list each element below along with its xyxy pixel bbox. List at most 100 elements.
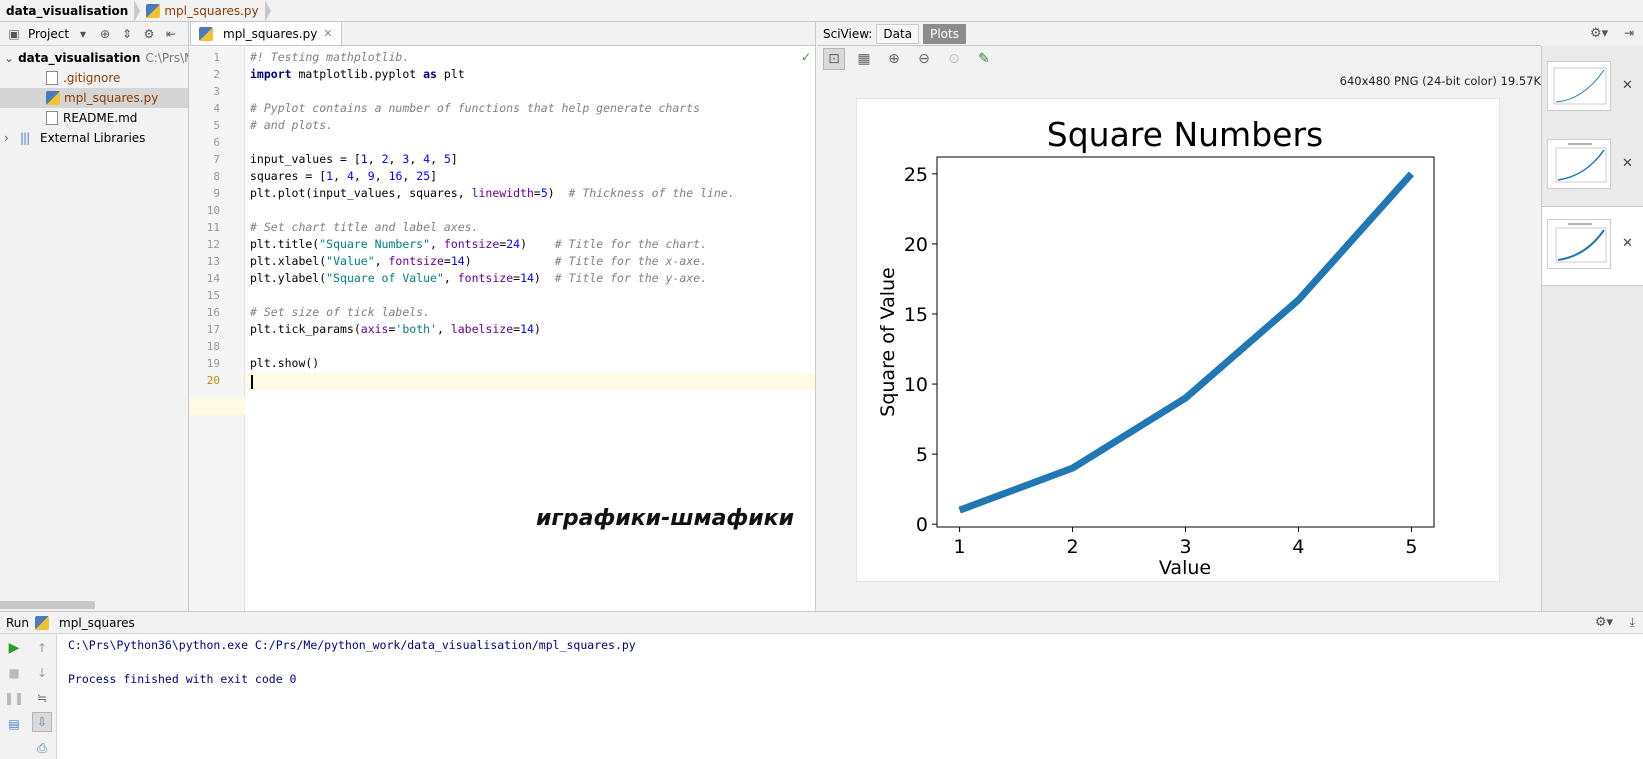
- gear-icon[interactable]: ⚙: [143, 26, 155, 41]
- run-config-tab[interactable]: mpl_squares: [59, 615, 135, 630]
- chevron-down-icon[interactable]: ⌄: [4, 51, 15, 65]
- breadcrumb-file[interactable]: mpl_squares.py: [140, 0, 264, 22]
- code-line: plt.ylabel("Square of Value", fontsize=1…: [250, 271, 708, 285]
- tree-item-readme[interactable]: README.md: [0, 108, 188, 128]
- line-number: 10: [206, 204, 220, 217]
- stop-icon[interactable]: ■: [8, 666, 20, 680]
- scroll-to-end-icon[interactable]: ⇩: [32, 712, 52, 732]
- check-icon: ✓: [800, 50, 811, 64]
- close-icon[interactable]: ✕: [1622, 156, 1633, 171]
- code-editor[interactable]: mpl_squares.py ✕ 1 2 3 4 5 6 7 8 9 10 11…: [190, 21, 816, 611]
- run-toolbar: ▶ ↑ ■ ↓ ❚❚ ≒ ▤ ⇩ ⎙: [0, 634, 57, 759]
- tree-item-label: External Libraries: [40, 131, 146, 145]
- hide-panel-icon[interactable]: ⇥: [1624, 26, 1635, 40]
- line-number: 7: [213, 153, 220, 166]
- tab-mpl-squares[interactable]: mpl_squares.py ✕: [190, 21, 342, 45]
- soft-wrap-icon[interactable]: ≒: [36, 691, 48, 705]
- plot-thumbnails: ✕ ✕ ✕: [1541, 46, 1643, 611]
- line-number: 16: [206, 306, 220, 319]
- code-line: # Set size of tick labels.: [250, 305, 431, 319]
- breadcrumb: data_visualisation mpl_squares.py: [0, 0, 1643, 22]
- current-line-gutter-highlight: [190, 398, 245, 415]
- code-line: plt.title("Square Numbers", fontsize=24)…: [250, 237, 708, 251]
- zoom-in-icon[interactable]: ⊕: [888, 51, 900, 67]
- python-file-icon: [46, 91, 60, 105]
- tab-plots[interactable]: Plots: [923, 23, 966, 44]
- thumbnail-plot-icon: [1555, 143, 1607, 183]
- print-icon[interactable]: ⎙: [37, 740, 47, 755]
- tree-item-root-folder[interactable]: ⌄ data_visualisation C:\Prs\M: [0, 48, 188, 68]
- code-line: input_values = [1, 2, 3, 4, 5]: [250, 152, 458, 166]
- plot-toolbar: ⊡ ▦ ⊕ ⊖ ⊙ ✎: [817, 46, 1541, 72]
- y-tick-label: 15: [904, 304, 928, 326]
- code-line: import matplotlib.pyplot as plt: [250, 67, 465, 81]
- gear-icon[interactable]: ⚙▾: [1590, 26, 1609, 41]
- color-picker-icon[interactable]: ✎: [978, 51, 990, 67]
- line-number: 15: [206, 289, 220, 302]
- plot-thumbnail[interactable]: [1547, 139, 1611, 189]
- close-icon[interactable]: ✕: [323, 27, 333, 40]
- breadcrumb-separator: [264, 0, 271, 22]
- grid-icon[interactable]: ▦: [857, 51, 871, 67]
- python-file-icon: [146, 3, 161, 18]
- line-number: 3: [213, 85, 220, 98]
- text-caret: [251, 375, 253, 389]
- arrow-down-icon[interactable]: ↓: [36, 666, 48, 680]
- gear-icon[interactable]: ⚙▾: [1594, 615, 1613, 630]
- overlay-caption: играфики-шмафики: [536, 506, 795, 531]
- plot-thumbnail[interactable]: [1547, 61, 1611, 111]
- python-file-icon: [199, 26, 213, 41]
- code-line: plt.plot(input_values, squares, linewidt…: [250, 186, 735, 200]
- tree-item-mpl-squares[interactable]: mpl_squares.py: [0, 88, 188, 108]
- fit-to-screen-icon[interactable]: ⊡: [823, 48, 845, 70]
- line-number: 6: [213, 136, 220, 149]
- tree-item-gitignore[interactable]: .gitignore: [0, 68, 188, 88]
- series-line: [958, 171, 1415, 514]
- plot-image: Square Numbers 1 2 3 4 5 0 5 10 15 20 25 Value Sq…: [856, 98, 1500, 582]
- pause-icon[interactable]: ❚❚: [3, 691, 25, 705]
- chevron-down-icon[interactable]: ▾: [80, 26, 87, 41]
- chevron-right-icon[interactable]: ›: [4, 131, 9, 145]
- y-tick-label: 0: [916, 514, 928, 536]
- line-number: 12: [206, 238, 220, 251]
- file-icon: [46, 111, 58, 125]
- project-toolbar: ▣ Project ▾ ⊕ ⇕ ⚙ ⇤: [0, 22, 188, 46]
- line-number: 4: [213, 102, 220, 115]
- hide-panel-icon[interactable]: ⤓: [1629, 615, 1635, 629]
- x-tick-label: 4: [1292, 536, 1304, 558]
- scroll-from-source-icon[interactable]: ⊕: [100, 26, 111, 41]
- line-number-gutter: [190, 47, 245, 611]
- collapse-all-icon[interactable]: ⇕: [122, 26, 133, 41]
- zoom-out-icon[interactable]: ⊖: [918, 51, 930, 67]
- hide-panel-icon[interactable]: ⇤: [166, 26, 177, 41]
- x-tick-label: 3: [1179, 536, 1191, 558]
- project-view-icon: ▣: [8, 26, 20, 41]
- x-tick-label: 2: [1066, 536, 1078, 558]
- x-tick-layer: 1 2 3 4 5: [954, 527, 1417, 558]
- line-number: 19: [206, 357, 220, 370]
- image-info: 640x480 PNG (24-bit color) 19.57K: [1339, 74, 1541, 88]
- breadcrumb-project[interactable]: data_visualisation: [6, 3, 129, 18]
- file-icon: [46, 71, 58, 85]
- actual-size-icon[interactable]: ⊙: [948, 51, 960, 67]
- arrow-up-icon[interactable]: ↑: [36, 641, 48, 655]
- rerun-icon[interactable]: ▶: [8, 640, 20, 656]
- horizontal-scrollbar[interactable]: [0, 601, 95, 609]
- sciview-panel: SciView: Data Plots ⊡ ▦ ⊕ ⊖ ⊙ ✎ 640x480 …: [817, 22, 1541, 611]
- project-tree: ⌄ data_visualisation C:\Prs\M .gitignore…: [0, 46, 188, 148]
- layout-icon[interactable]: ▤: [8, 717, 20, 731]
- project-panel: ▣ Project ▾ ⊕ ⇕ ⚙ ⇤ ⌄ data_visualisation…: [0, 22, 189, 611]
- code-line: # Set chart title and label axes.: [250, 220, 479, 234]
- close-icon[interactable]: ✕: [1622, 78, 1633, 93]
- tree-item-label: .gitignore: [63, 71, 121, 85]
- project-view-selector[interactable]: Project: [28, 26, 70, 41]
- y-tick-label: 10: [904, 374, 928, 396]
- close-icon[interactable]: ✕: [1622, 236, 1633, 251]
- run-header: Run mpl_squares ⚙▾ ⤓: [0, 612, 1643, 634]
- y-axis-label: Square of Value: [877, 267, 899, 416]
- y-tick-label: 5: [916, 444, 928, 466]
- current-line-highlight: [246, 373, 815, 390]
- plot-thumbnail[interactable]: [1547, 219, 1611, 269]
- tab-data[interactable]: Data: [876, 23, 920, 44]
- tree-item-external-libraries[interactable]: › ||| External Libraries: [0, 128, 188, 148]
